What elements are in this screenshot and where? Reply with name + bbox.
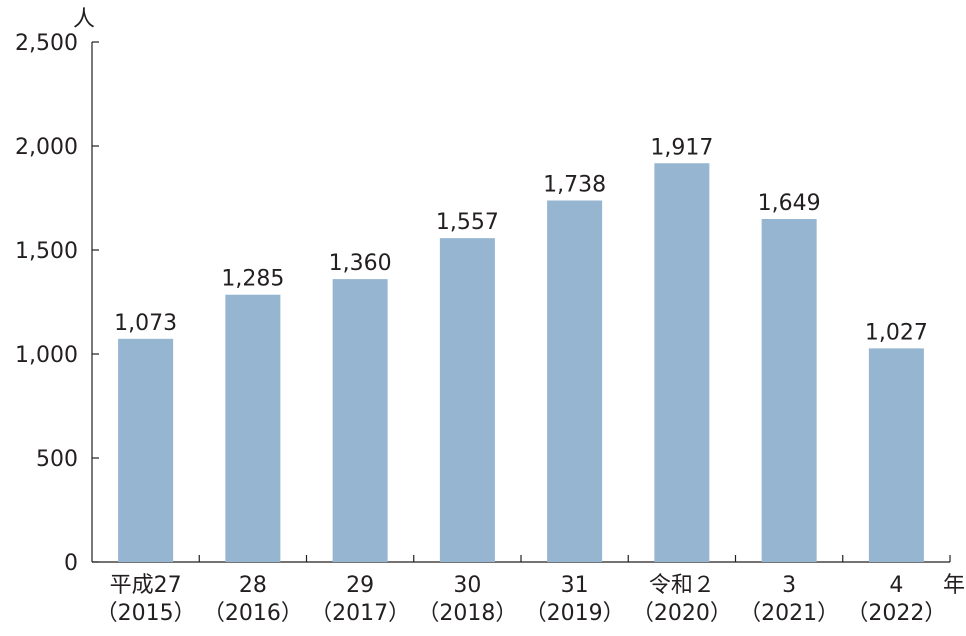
bars bbox=[118, 163, 924, 563]
y-tick-label: 500 bbox=[36, 447, 78, 472]
x-category-label: 29 （2017） bbox=[310, 573, 410, 626]
bar bbox=[868, 348, 924, 562]
bar-value-label: 1,027 bbox=[865, 320, 928, 345]
bar bbox=[654, 163, 710, 563]
bar-value-label: 1,738 bbox=[543, 172, 606, 197]
x-category-label: 令和２（2020） bbox=[632, 573, 732, 626]
bar bbox=[547, 200, 603, 562]
bar-value-label: 1,360 bbox=[329, 251, 392, 276]
y-tick-label: 2,500 bbox=[15, 31, 78, 56]
bar-value-label: 1,073 bbox=[114, 311, 177, 336]
x-category-label: 31 （2019） bbox=[525, 573, 625, 626]
x-category-label: 4 （2022） bbox=[846, 573, 946, 626]
x-axis-unit-label: 年 bbox=[943, 573, 965, 598]
axes bbox=[91, 41, 951, 563]
bar-value-label: 1,285 bbox=[221, 267, 284, 292]
y-axis-unit-label: 人 bbox=[73, 7, 95, 32]
x-category-label: 平成27 （2015） bbox=[96, 573, 196, 626]
bar bbox=[439, 238, 495, 563]
x-category-label: 28 （2016） bbox=[203, 573, 303, 626]
x-category-label: 30 （2018） bbox=[417, 573, 517, 626]
y-tick-label: 1,000 bbox=[15, 343, 78, 368]
bar-value-label: 1,557 bbox=[436, 210, 499, 235]
bar bbox=[225, 294, 281, 562]
bar-value-label: 1,649 bbox=[758, 191, 821, 216]
y-tick-label: 1,500 bbox=[15, 239, 78, 264]
y-tick-label: 2,000 bbox=[15, 135, 78, 160]
bar bbox=[332, 279, 388, 562]
bar bbox=[118, 338, 174, 562]
bar-value-label: 1,917 bbox=[650, 135, 713, 160]
x-category-label: 3 （2021） bbox=[739, 573, 839, 626]
y-tick-label: 0 bbox=[64, 551, 78, 576]
bar bbox=[761, 219, 817, 562]
